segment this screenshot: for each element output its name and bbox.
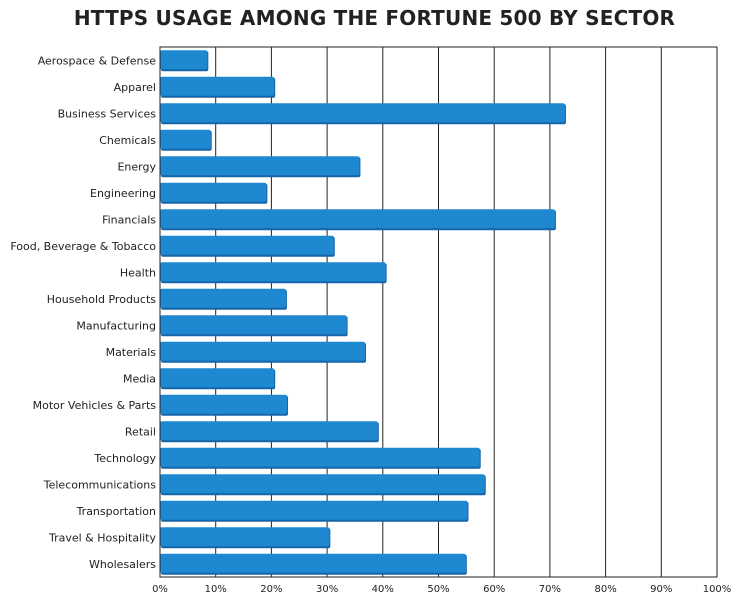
bar <box>160 262 386 282</box>
bar <box>160 209 555 229</box>
x-tick-label: 90% <box>650 584 672 595</box>
bar <box>160 103 565 123</box>
category-labels: Aerospace & Defense Apparel Business Servi… <box>10 54 156 571</box>
category-label: Technology <box>93 452 156 465</box>
bar <box>160 129 211 149</box>
plot-frame <box>159 46 718 578</box>
bar <box>160 288 286 308</box>
bar <box>160 421 378 441</box>
x-tick-label: 40% <box>372 584 394 595</box>
x-tick-label: 0% <box>152 584 168 595</box>
x-tick-label: 20% <box>260 584 282 595</box>
bar <box>160 474 485 494</box>
x-tick-label: 80% <box>594 584 616 595</box>
category-label: Transportation <box>76 505 156 518</box>
bar <box>160 50 208 70</box>
category-label: Media <box>123 372 156 385</box>
category-label: Wholesalers <box>89 558 156 571</box>
x-tick-label: 10% <box>205 584 227 595</box>
bar <box>160 315 347 335</box>
x-tick-label: 50% <box>427 584 449 595</box>
category-label: Business Services <box>58 107 157 120</box>
category-label: Materials <box>106 346 157 359</box>
bar <box>160 76 275 96</box>
category-label: Household Products <box>47 293 156 306</box>
bar <box>160 182 267 202</box>
chart-title: HTTPS USAGE AMONG THE FORTUNE 500 BY SEC… <box>73 6 676 30</box>
category-label: Telecommunications <box>43 478 157 491</box>
x-tick-label: 100% <box>703 584 732 595</box>
bar <box>160 500 468 520</box>
bars <box>160 50 566 575</box>
x-tick-label: 30% <box>316 584 338 595</box>
category-label: Chemicals <box>99 134 156 147</box>
x-tick-labels: 0% 10% 20% 30% 40% 50% 60% 70% 80% 90% 100% <box>152 584 731 595</box>
category-label: Health <box>120 266 156 279</box>
category-label: Engineering <box>90 187 156 200</box>
bar <box>160 447 480 467</box>
x-tick-label: 60% <box>483 584 505 595</box>
category-label: Financials <box>102 213 156 226</box>
category-label: Manufacturing <box>76 319 156 332</box>
category-label: Retail <box>125 425 156 438</box>
x-tick-label: 70% <box>539 584 561 595</box>
bar <box>160 394 287 414</box>
category-label: Travel & Hospitality <box>48 531 157 544</box>
bar <box>160 553 466 573</box>
category-label: Food, Beverage & Tobacco <box>10 240 156 253</box>
bar <box>160 156 360 176</box>
category-label: Apparel <box>114 81 156 94</box>
bar <box>160 341 365 361</box>
category-label: Energy <box>117 160 156 173</box>
bar <box>160 235 334 255</box>
bar <box>160 368 275 388</box>
category-label: Motor Vehicles & Parts <box>33 399 157 412</box>
category-label: Aerospace & Defense <box>38 54 157 67</box>
grid-lines <box>159 47 718 577</box>
bar <box>160 527 330 547</box>
